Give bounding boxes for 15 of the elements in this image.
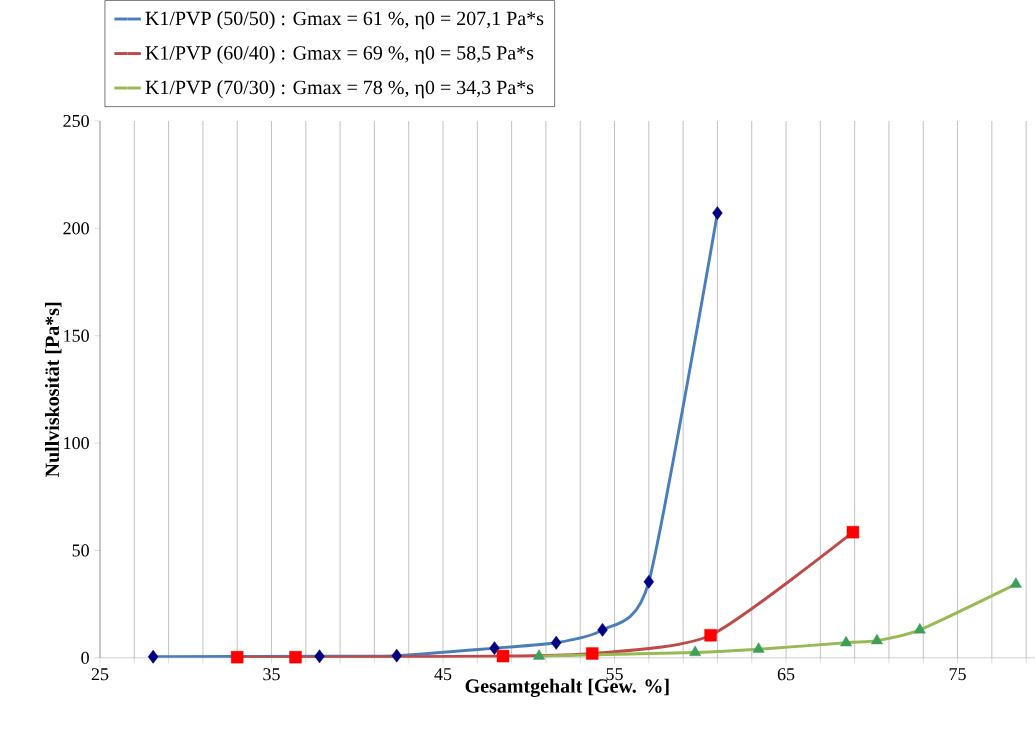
y-axis-title: Nullviskosität [Pa*s] — [44, 302, 62, 478]
y-tick-label: 0 — [81, 651, 89, 664]
x-tick-label: 65 — [777, 668, 795, 681]
legend-label: K1/PVP (60/40) : Gmax = 69 %, η0 = 58,5 Pa*s — [145, 45, 534, 64]
y-tick-label: 150 — [64, 329, 89, 342]
x-tick-label: 75 — [949, 668, 966, 681]
x-tick-label: 35 — [263, 668, 280, 681]
x-tick-label: 25 — [91, 668, 109, 681]
y-tick-label: 250 — [63, 114, 89, 128]
x-tick-label: 45 — [434, 668, 452, 681]
y-tick-label: 50 — [72, 544, 89, 557]
legend-label: K1/PVP (70/30) : Gmax = 78 %, η0 = 34,3 Pa*s — [145, 80, 534, 99]
y-tick-label: 100 — [64, 437, 89, 450]
y-tick-label: 200 — [63, 222, 89, 235]
legend-label: K1/PVP (50/50) : Gmax = 61 %, η0 = 207,1 Pa*s — [145, 11, 544, 30]
